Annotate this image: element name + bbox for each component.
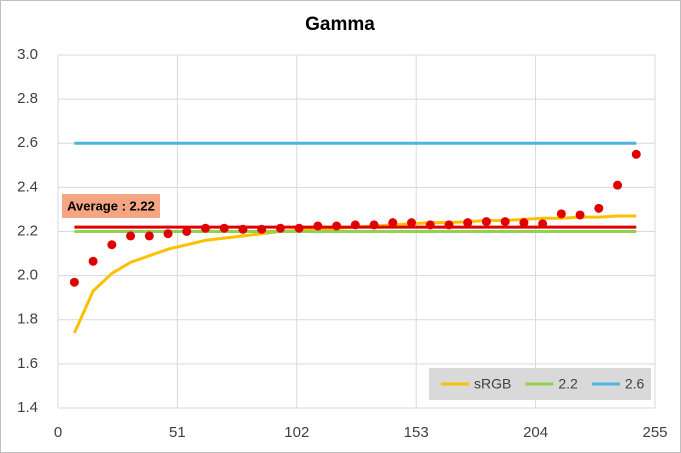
data-point (481, 217, 491, 227)
data-point (126, 231, 136, 241)
data-point (88, 256, 98, 266)
data-point (500, 217, 510, 227)
data-point (594, 203, 604, 213)
data-point (332, 221, 342, 231)
data-point (294, 223, 304, 233)
data-point (556, 209, 566, 219)
data-point (369, 220, 379, 230)
data-point (107, 240, 117, 250)
data-point (144, 231, 154, 241)
data-point (313, 221, 323, 231)
data-point (388, 218, 398, 228)
chart-title: Gamma (305, 14, 375, 35)
average-label: Average : 2.22 (67, 198, 155, 213)
y-tick-label: 1.4 (17, 399, 38, 416)
data-point (275, 223, 285, 233)
x-tick-label: 51 (169, 424, 186, 441)
data-point (182, 227, 192, 236)
x-tick-label: 153 (404, 424, 429, 441)
data-point (631, 149, 641, 159)
data-point (200, 223, 210, 233)
legend-label: 2.6 (625, 376, 645, 392)
y-tick-label: 2.8 (17, 90, 38, 107)
y-tick-label: 2.0 (17, 267, 38, 284)
data-point (575, 210, 585, 220)
y-tick-label: 1.6 (17, 355, 38, 372)
data-point (425, 220, 435, 230)
average-label-box (62, 194, 160, 218)
data-point (163, 229, 173, 239)
data-point (538, 219, 548, 229)
data-point (613, 180, 623, 190)
data-point (407, 218, 417, 228)
y-tick-label: 2.4 (17, 178, 38, 195)
y-tick-label: 2.2 (17, 222, 38, 239)
x-tick-label: 255 (642, 424, 667, 441)
data-point (219, 223, 229, 233)
y-tick-label: 1.8 (17, 311, 38, 328)
data-point (69, 277, 79, 287)
y-tick-label: 3.0 (17, 46, 38, 63)
x-tick-label: 0 (54, 424, 62, 441)
data-point (350, 220, 360, 230)
data-point (257, 224, 267, 234)
legend-label: 2.2 (558, 376, 578, 392)
data-point (238, 224, 248, 234)
data-point (463, 218, 473, 228)
legend-label: sRGB (474, 376, 511, 392)
y-tick-label: 2.6 (17, 134, 38, 151)
data-point (519, 218, 529, 228)
x-tick-label: 204 (523, 424, 548, 441)
data-point (444, 220, 454, 230)
x-tick-label: 102 (284, 424, 309, 441)
